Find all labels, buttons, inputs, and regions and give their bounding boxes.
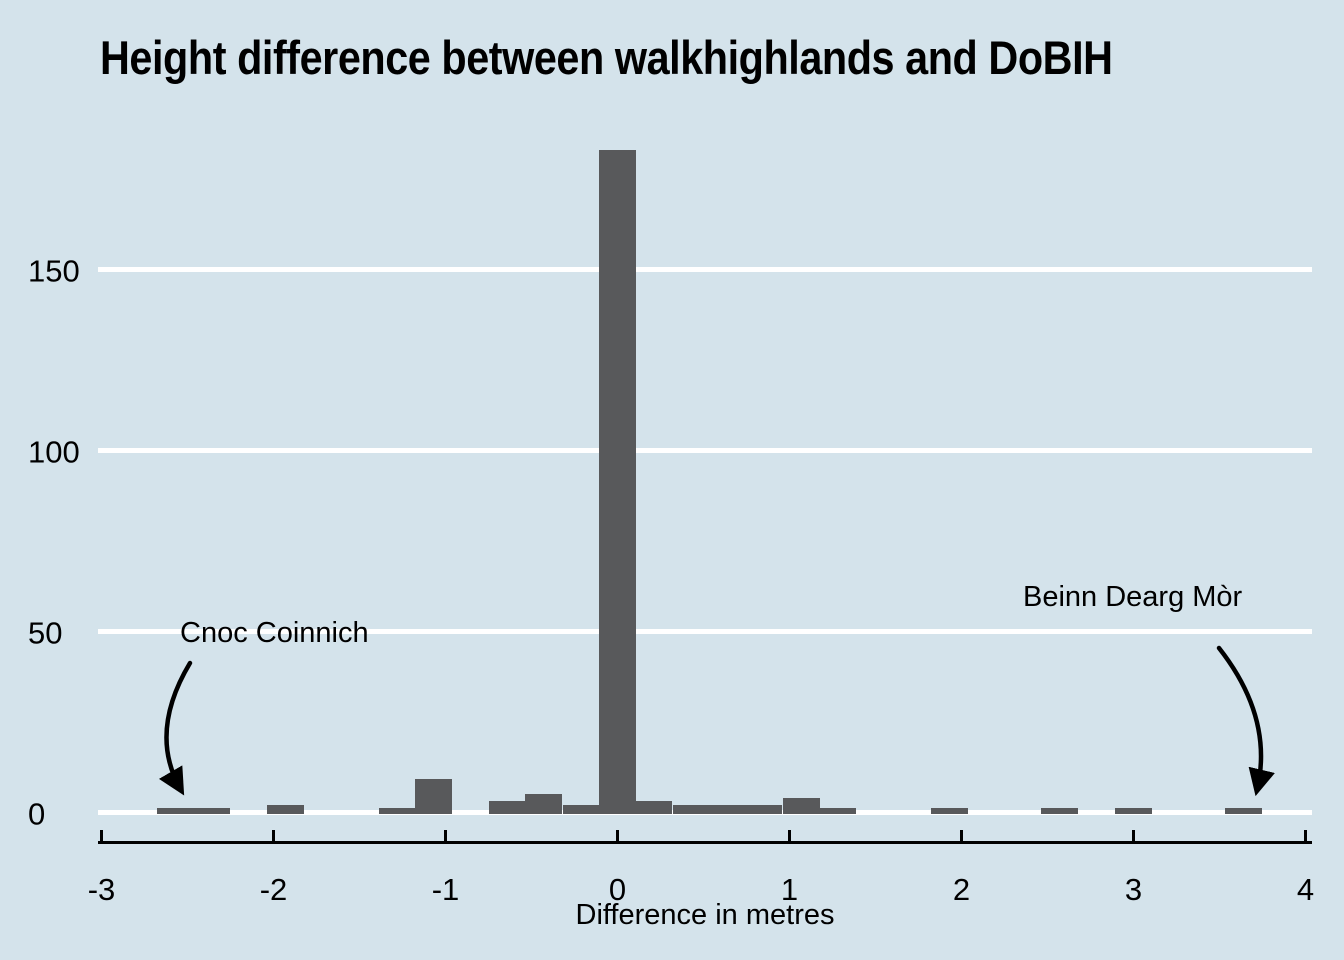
gridline-100 [98,447,1312,453]
histogram-bar [635,801,673,814]
histogram-bar [1041,808,1079,814]
x-tick-label: 4 [1296,872,1315,907]
histogram-bar [488,801,526,814]
x-axis-title: Difference in metres [575,899,835,931]
gridline-150 [98,266,1312,272]
x-axis-line [98,841,1312,844]
histogram-bar [378,808,416,814]
curved-arrow-icon [1216,645,1275,797]
x-tick-label: 3 [1124,872,1143,907]
annotation-cnoc-coinnich: Cnoc Coinnich [180,617,369,649]
histogram-bar [599,150,636,814]
histogram-bar [156,808,194,814]
x-tick [616,830,619,842]
x-tick [272,830,275,842]
curved-arrow-icon [158,660,193,796]
y-tick-label: 100 [28,434,80,470]
histogram-bar [414,779,452,814]
x-tick [1304,830,1307,842]
y-tick-label: 150 [28,253,80,289]
histogram-bar [745,804,783,814]
histogram-bar [709,804,747,814]
x-tick [444,830,447,842]
gridline-50 [98,628,1312,634]
histogram-bar [562,804,600,814]
histogram-bar [819,808,857,814]
histogram-bar [525,793,563,814]
x-tick [960,830,963,842]
x-tick [1132,830,1135,842]
x-tick-label: -3 [87,872,116,907]
y-tick-label: 50 [28,615,63,651]
x-tick [788,830,791,842]
x-tick-label: -2 [259,872,288,907]
histogram-bar [193,808,231,814]
histogram-bar [930,808,968,814]
histogram-bar [267,804,305,814]
histogram-bar [783,797,821,814]
histogram-bar [1115,808,1152,814]
annotation-beinn-dearg-mor: Beinn Dearg Mòr [1023,581,1243,613]
x-tick [100,830,103,842]
x-tick-label: -1 [431,872,460,907]
y-tick-label: 0 [28,796,46,831]
x-tick-label: 2 [952,872,971,907]
chart-title: Height difference between walkhighlands … [100,31,1113,84]
histogram-bar [1225,808,1263,814]
x-tick-label: 1 [780,872,799,907]
x-tick-label: 0 [608,872,627,907]
histogram-bar [672,804,710,814]
